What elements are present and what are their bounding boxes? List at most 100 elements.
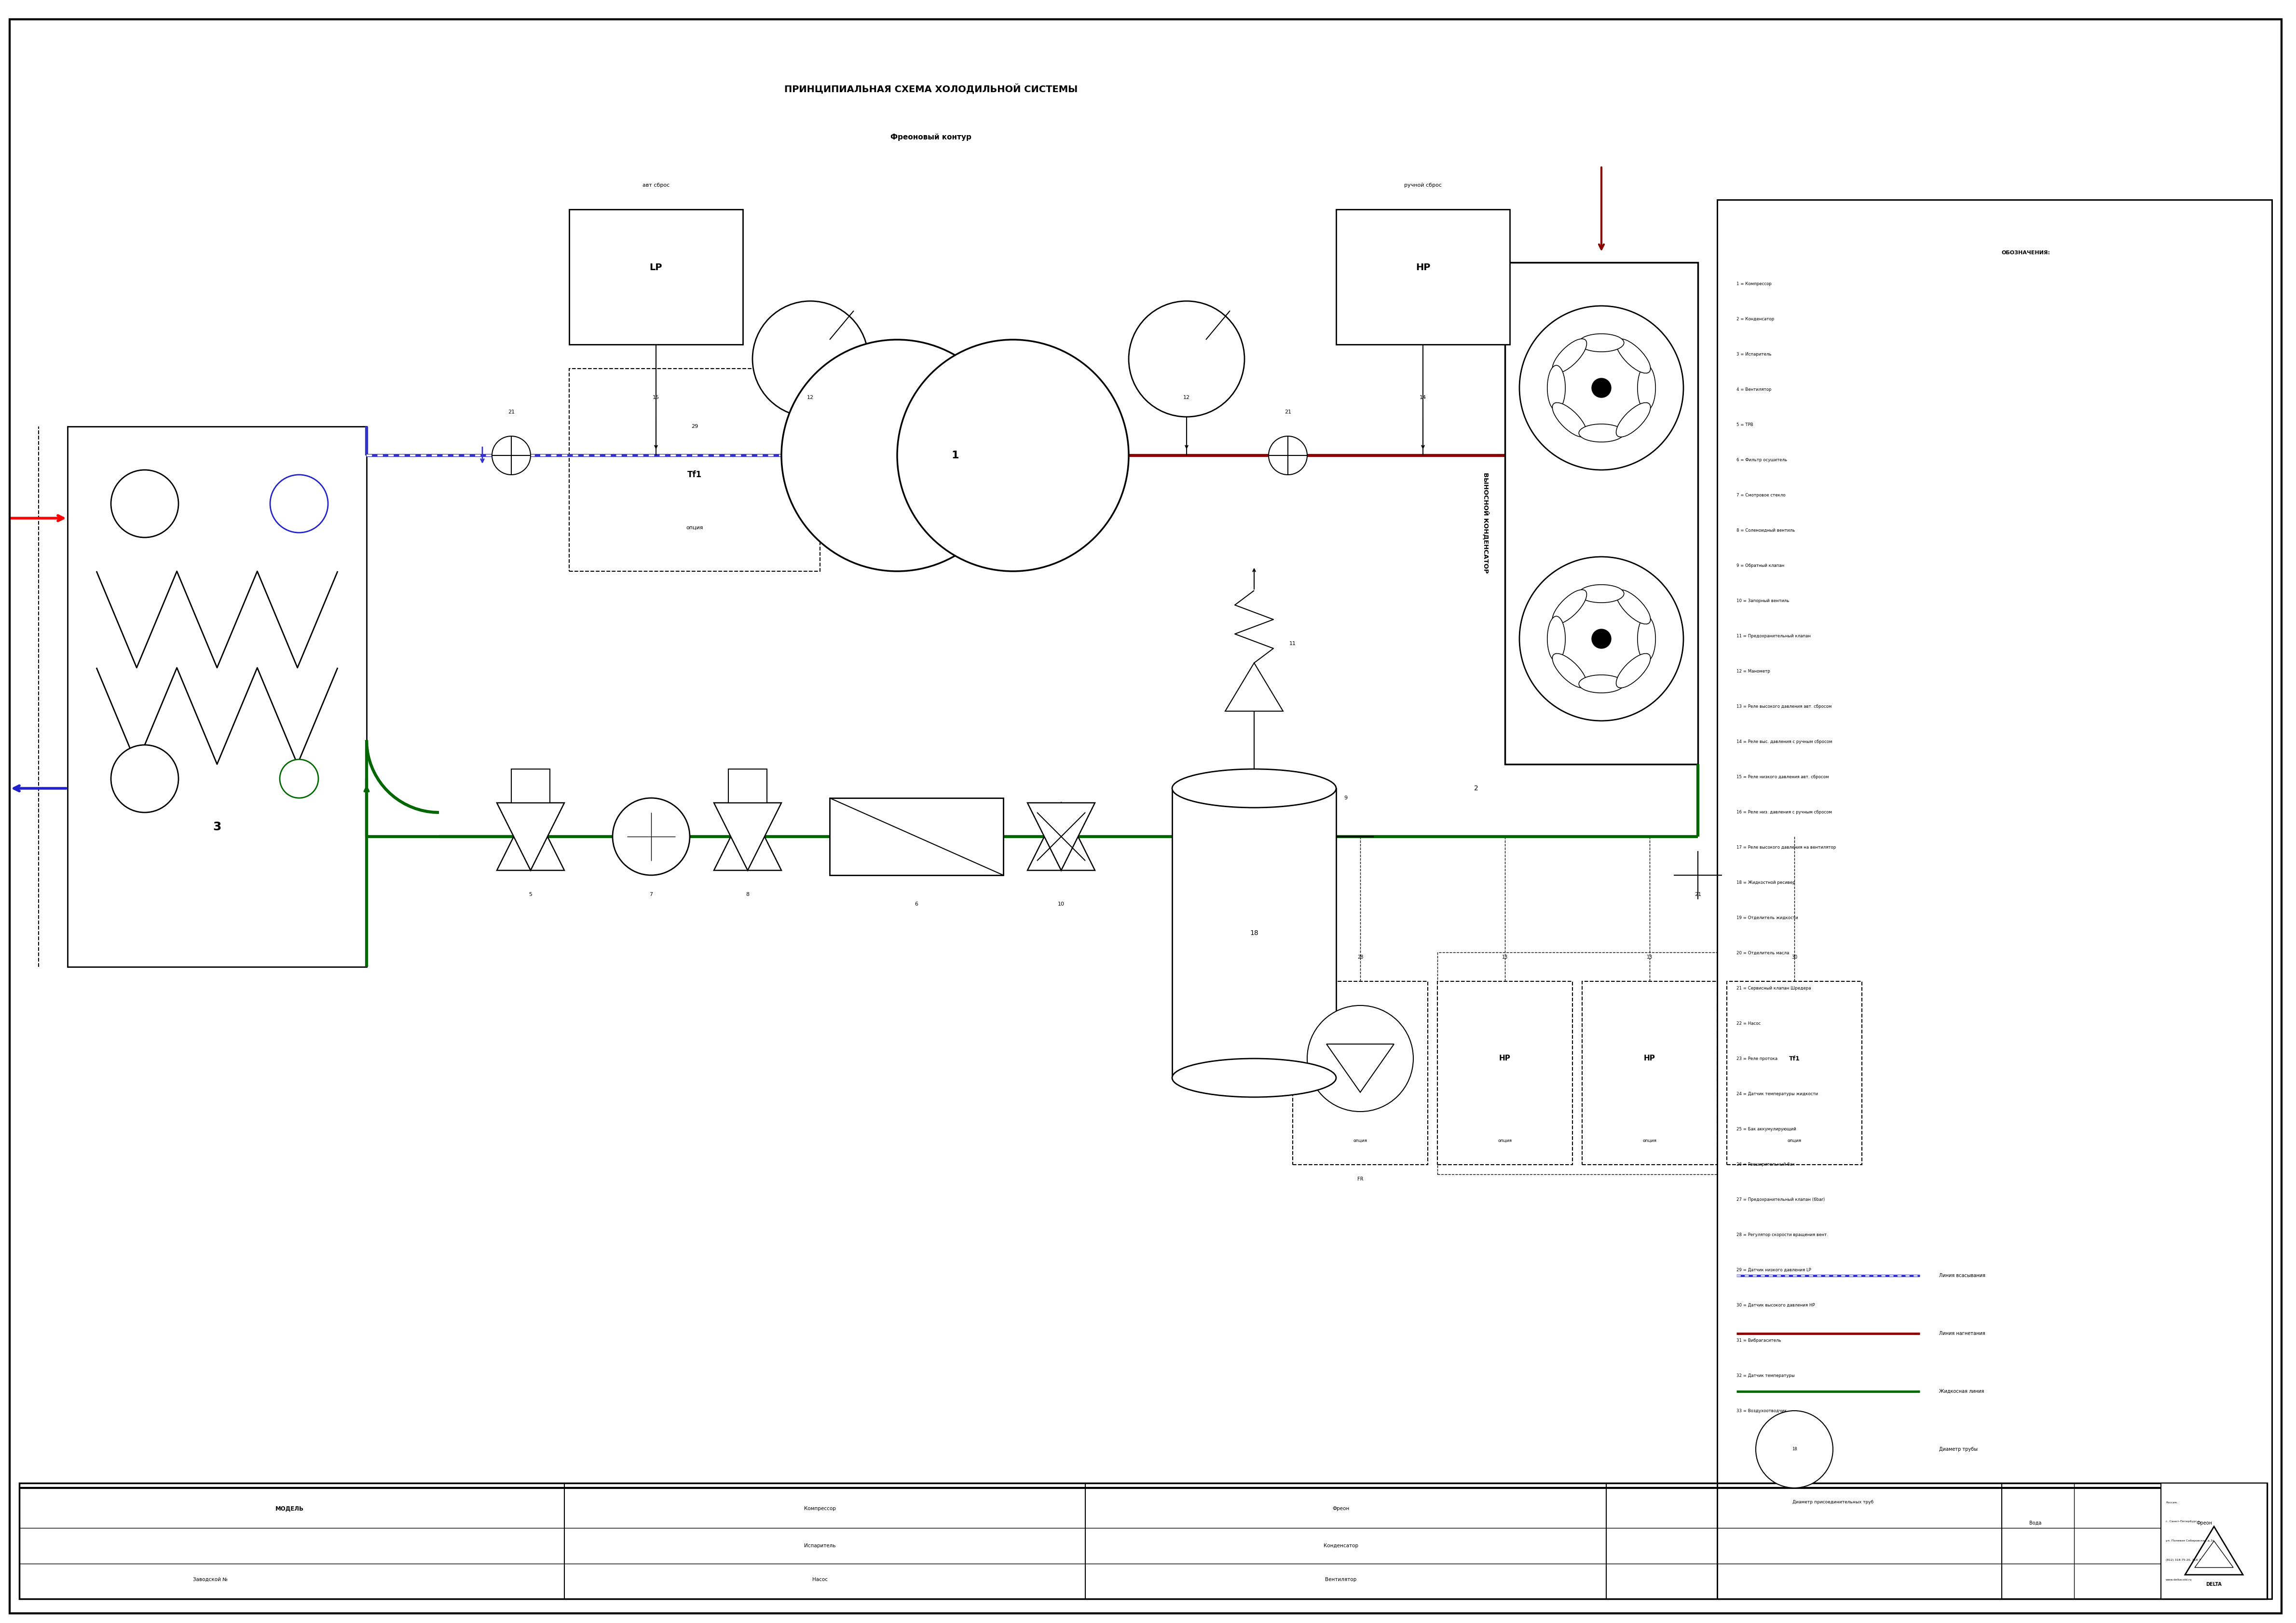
Text: 10: 10 (1058, 902, 1065, 907)
Polygon shape (496, 803, 565, 870)
Text: ручной сброс: ручной сброс (1405, 183, 1442, 188)
Ellipse shape (1580, 675, 1623, 693)
Text: HP: HP (1499, 1055, 1511, 1061)
Text: опция: опция (1352, 1138, 1366, 1143)
Ellipse shape (1616, 403, 1651, 437)
Text: 10 = Запорный вентиль: 10 = Запорный вентиль (1736, 599, 1789, 604)
Ellipse shape (1173, 1058, 1336, 1097)
Text: LP: LP (650, 263, 661, 273)
Text: 21 = Сервисный клапан Шредера: 21 = Сервисный клапан Шредера (1736, 987, 1812, 990)
Bar (569, 368, 820, 571)
Text: авт сброс: авт сброс (643, 183, 670, 188)
Text: DELTA: DELTA (2206, 1582, 2223, 1587)
Circle shape (1591, 378, 1612, 398)
Text: ПРИНЦИПИАЛЬНАЯ СХЕМА ХОЛОДИЛЬНОЙ СИСТЕМЫ: ПРИНЦИПИАЛЬНАЯ СХЕМА ХОЛОДИЛЬНОЙ СИСТЕМЫ (785, 83, 1077, 94)
Ellipse shape (1548, 617, 1566, 661)
Text: 8: 8 (746, 893, 748, 898)
Ellipse shape (1552, 339, 1587, 373)
Bar (1717, 200, 2271, 1599)
Circle shape (781, 339, 1013, 571)
Text: 5 = ТРВ: 5 = ТРВ (1736, 422, 1754, 427)
Text: 26 = Расширительный бак: 26 = Расширительный бак (1736, 1162, 1795, 1167)
Text: опция: опция (687, 526, 703, 531)
Text: 15 = Реле низкого давления авт. сбросом: 15 = Реле низкого давления авт. сбросом (1736, 774, 1830, 779)
Text: 3 = Испаритель: 3 = Испаритель (1736, 352, 1773, 357)
Circle shape (1306, 1006, 1414, 1112)
Circle shape (1591, 630, 1612, 649)
Ellipse shape (1637, 617, 1655, 661)
Text: 21: 21 (1694, 893, 1701, 898)
Text: Фреон: Фреон (2197, 1521, 2213, 1526)
Text: 28: 28 (1357, 954, 1364, 959)
Text: 20 = Отделитель масла: 20 = Отделитель масла (1736, 951, 1789, 956)
Ellipse shape (1580, 424, 1623, 441)
Bar (1437, 982, 1573, 1165)
Ellipse shape (1616, 339, 1651, 373)
Text: 2 = Конденсатор: 2 = Конденсатор (1736, 316, 1775, 321)
Text: Конденсатор: Конденсатор (1322, 1543, 1359, 1548)
Text: Фреон: Фреон (1332, 1506, 1350, 1511)
Text: 22 = Насос: 22 = Насос (1736, 1021, 1761, 1026)
Text: Линия всасывания: Линия всасывания (1940, 1272, 1986, 1277)
Text: ВЫНОСНОЙ КОНДЕНСАТОР: ВЫНОСНОЙ КОНДЕНСАТОР (1483, 472, 1490, 573)
Text: HP: HP (1417, 263, 1430, 273)
Text: 5: 5 (528, 893, 533, 898)
Circle shape (110, 745, 179, 813)
Circle shape (110, 471, 179, 537)
Bar (18, 1483, 2266, 1599)
Text: Фреоновый контур: Фреоновый контур (891, 133, 971, 141)
Text: 21: 21 (1283, 409, 1290, 414)
Circle shape (1520, 305, 1683, 471)
Ellipse shape (1616, 589, 1651, 625)
Bar (1437, 953, 1717, 1175)
Text: ОБОЗНАЧЕНИЯ:: ОБОЗНАЧЕНИЯ: (2002, 250, 2050, 255)
Ellipse shape (1580, 584, 1623, 602)
Text: (812) 318-75-20, 318-75-22: (812) 318-75-20, 318-75-22 (2165, 1560, 2206, 1561)
Text: 18: 18 (1249, 930, 1258, 936)
Text: 11 = Предохранительный клапан: 11 = Предохранительный клапан (1736, 635, 1812, 638)
Text: 15: 15 (652, 394, 659, 399)
Text: 8 = Соленоидный вентиль: 8 = Соленоидный вентиль (1736, 529, 1795, 532)
Text: Россия,: Россия, (2165, 1501, 2177, 1503)
Text: 30: 30 (1791, 954, 1798, 959)
Text: 7 = Смотровое стекло: 7 = Смотровое стекло (1736, 493, 1786, 497)
Ellipse shape (1552, 589, 1587, 625)
Circle shape (613, 799, 689, 875)
Text: опция: опция (1497, 1138, 1513, 1143)
Text: Вода: Вода (2030, 1521, 2041, 1526)
Ellipse shape (1173, 769, 1336, 808)
Text: 4 = Вентилятор: 4 = Вентилятор (1736, 388, 1773, 391)
Text: Жидкосная линия: Жидкосная линия (1940, 1389, 1984, 1394)
Text: 9 = Обратный клапан: 9 = Обратный клапан (1736, 563, 1784, 568)
Bar (1293, 982, 1428, 1165)
Ellipse shape (1552, 654, 1587, 688)
Text: 23 = Реле протока: 23 = Реле протока (1736, 1057, 1777, 1061)
Text: 14 = Реле выс. давления с ручным сбросом: 14 = Реле выс. давления с ручным сбросом (1736, 740, 1832, 743)
Bar (569, 209, 744, 344)
Text: Насос: Насос (813, 1578, 829, 1582)
Text: 19 = Отделитель жидкости: 19 = Отделитель жидкости (1736, 915, 1798, 920)
Text: 9: 9 (1343, 795, 1348, 800)
Text: 6: 6 (914, 902, 918, 907)
Ellipse shape (1548, 365, 1566, 411)
Text: 1: 1 (951, 451, 960, 461)
Bar (829, 799, 1003, 875)
Text: 18 = Жидкостной ресивер: 18 = Жидкостной ресивер (1736, 881, 1795, 885)
Polygon shape (2195, 1540, 2234, 1568)
Text: 21: 21 (507, 409, 514, 414)
Polygon shape (714, 803, 781, 870)
Polygon shape (1026, 803, 1095, 870)
Bar (1582, 982, 1717, 1165)
Text: 7: 7 (650, 893, 652, 898)
Bar (1336, 209, 1511, 344)
Text: 33 = Воздухоотводчик: 33 = Воздухоотводчик (1736, 1409, 1786, 1414)
Text: 18: 18 (1791, 1448, 1798, 1451)
Circle shape (1520, 557, 1683, 721)
Text: 27 = Предохранительный клапан (6bar): 27 = Предохранительный клапан (6bar) (1736, 1198, 1825, 1201)
Text: 2: 2 (1474, 786, 1479, 792)
Circle shape (753, 300, 868, 417)
Text: Испаритель: Испаритель (804, 1543, 836, 1548)
Ellipse shape (1637, 365, 1655, 411)
Text: Заводской №: Заводской № (193, 1578, 227, 1582)
Text: 14: 14 (1419, 394, 1426, 399)
